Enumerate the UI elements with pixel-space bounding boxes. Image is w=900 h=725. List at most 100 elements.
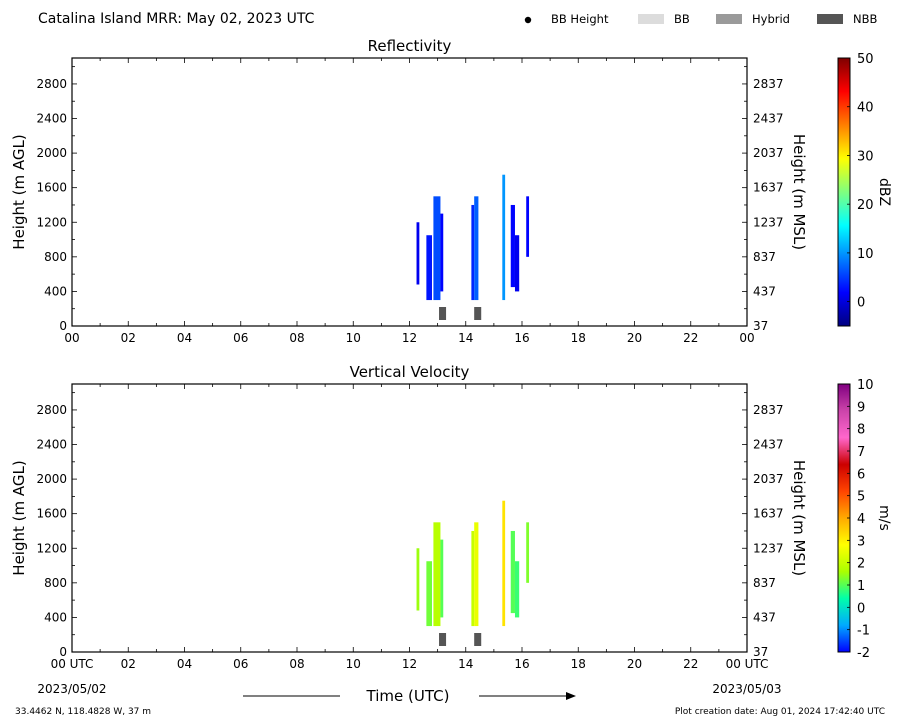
- y-tick-label: 0: [59, 319, 67, 333]
- x-tick-label: 08: [289, 657, 304, 671]
- legend-label-1: BB: [674, 12, 690, 26]
- echo-column-1: [426, 235, 432, 301]
- y-tick-label: 400: [44, 610, 67, 624]
- bb-marker-1: [474, 307, 482, 320]
- x-axis-label: Time (UTC): [366, 687, 450, 705]
- x-tick-label: 12: [402, 331, 417, 345]
- echo-column-4: [471, 204, 475, 301]
- echo-column-2: [433, 196, 441, 301]
- x-tick-label: 00: [64, 331, 79, 345]
- echo-column-5: [474, 196, 479, 301]
- location-text: 33.4462 N, 118.4828 W, 37 m: [15, 707, 151, 717]
- x-tick-label: 18: [571, 331, 586, 345]
- x-tick-label: 00 UTC: [726, 657, 769, 671]
- echo-column-6: [502, 500, 506, 627]
- y-tick-label: 2800: [36, 403, 67, 417]
- y-tick-label: 1200: [36, 541, 67, 555]
- x-tick-label: 16: [514, 331, 529, 345]
- plot-frame: [71, 383, 748, 653]
- echo-column-0: [416, 548, 420, 611]
- x-tick-label: 04: [177, 657, 192, 671]
- echo-column-9: [526, 196, 530, 257]
- echo-column-2: [433, 522, 441, 627]
- colorbar: [837, 57, 851, 327]
- colorbar-tick-label: 0: [857, 296, 865, 311]
- colorbar-tick-label: 20: [857, 198, 874, 213]
- x-tick-label: 14: [458, 657, 473, 671]
- y-tick-label: 2400: [36, 438, 67, 452]
- y-axis-label: Height (m AGL): [10, 134, 28, 249]
- colorbar-tick-label: 40: [857, 101, 874, 116]
- x-tick-label: 22: [683, 331, 698, 345]
- x-tick-label: 20: [627, 657, 642, 671]
- echo-column-1: [426, 561, 432, 627]
- end-date-label: 2023/05/03: [712, 682, 781, 696]
- y2-tick-label: 837: [753, 576, 776, 590]
- y-tick-label: 1600: [36, 181, 67, 195]
- y2-tick-label: 2837: [753, 403, 784, 417]
- x-tick-label: 12: [402, 657, 417, 671]
- y2-axis-label: Height (m MSL): [790, 134, 808, 250]
- time-arrow-head: [566, 692, 576, 700]
- y2-tick-label: 1637: [753, 507, 784, 521]
- legend-label-3: NBB: [853, 12, 877, 26]
- y2-tick-label: 37: [753, 645, 768, 659]
- y2-tick-label: 1237: [753, 541, 784, 555]
- bb-marker-0: [439, 307, 447, 320]
- y-tick-label: 2400: [36, 112, 67, 126]
- creation-date-text: Plot creation date: Aug 01, 2024 17:42:4…: [675, 707, 885, 717]
- y2-axis-label: Height (m MSL): [790, 460, 808, 576]
- colorbar-tick-label: 5: [857, 490, 865, 505]
- x-tick-label: 18: [571, 657, 586, 671]
- colorbar-tick-label: 3: [857, 534, 865, 549]
- colorbar-tick-label: 50: [857, 52, 874, 67]
- y2-tick-label: 37: [753, 319, 768, 333]
- echo-column-4: [471, 530, 475, 627]
- y2-tick-label: 2437: [753, 112, 784, 126]
- x-tick-label: 02: [121, 657, 136, 671]
- y2-tick-label: 437: [753, 610, 776, 624]
- x-tick-label: 14: [458, 331, 473, 345]
- echo-column-3: [440, 539, 444, 618]
- x-tick-label: 10: [346, 657, 361, 671]
- bb-marker-0: [439, 633, 447, 646]
- panel-title: Vertical Velocity: [350, 363, 470, 381]
- x-tick-label: 08: [289, 331, 304, 345]
- colorbar-tick-label: 10: [857, 247, 874, 262]
- x-tick-label: 22: [683, 657, 698, 671]
- echo-column-8: [514, 235, 520, 292]
- y2-tick-label: 1237: [753, 215, 784, 229]
- colorbar-tick-label: 6: [857, 467, 865, 482]
- x-tick-label: 04: [177, 331, 192, 345]
- y-tick-label: 2000: [36, 146, 67, 160]
- y-tick-label: 0: [59, 645, 67, 659]
- echo-column-5: [474, 522, 479, 627]
- y2-tick-label: 2037: [753, 472, 784, 486]
- colorbar-tick-label: 2: [857, 557, 865, 572]
- x-tick-label: 20: [627, 331, 642, 345]
- y2-tick-label: 2437: [753, 438, 784, 452]
- colorbar-tick-label: 0: [857, 601, 865, 616]
- y-tick-label: 2000: [36, 472, 67, 486]
- x-tick-label: 10: [346, 331, 361, 345]
- x-tick-label: 06: [233, 331, 248, 345]
- y-tick-label: 1600: [36, 507, 67, 521]
- bb-height-marker-icon: [524, 16, 532, 24]
- colorbar-label: m/s: [876, 505, 892, 531]
- bb-legend: BB Height BB Hybrid NBB: [524, 12, 877, 26]
- colorbar-label: dBZ: [876, 178, 892, 206]
- legend-swatch-1: [638, 14, 664, 24]
- colorbar-tick-label: 4: [857, 512, 865, 527]
- x-tick-label: 02: [121, 331, 136, 345]
- colorbar-tick-label: -1: [857, 624, 870, 639]
- colorbar-tick-label: 8: [857, 423, 865, 438]
- y2-tick-label: 1637: [753, 181, 784, 195]
- y2-tick-label: 437: [753, 284, 776, 298]
- colorbar-tick-label: 7: [857, 445, 865, 460]
- plot-frame: [71, 57, 748, 327]
- x-tick-label: 00 UTC: [51, 657, 94, 671]
- y2-tick-label: 2837: [753, 77, 784, 91]
